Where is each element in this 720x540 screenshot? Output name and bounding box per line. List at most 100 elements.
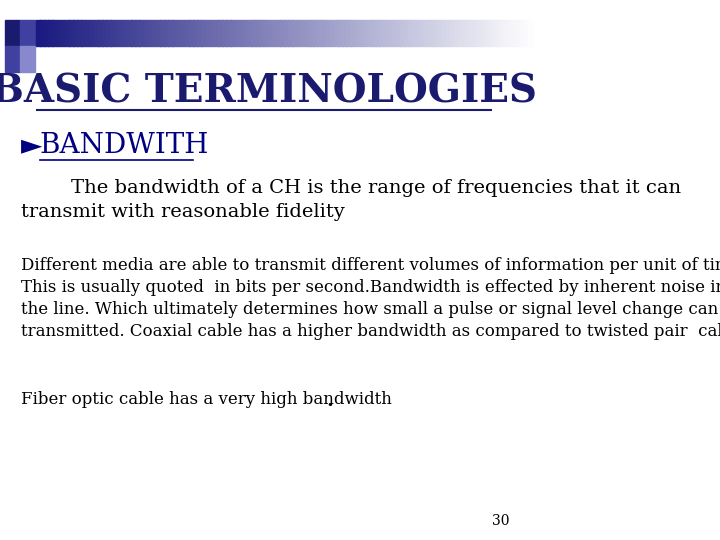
Bar — [181, 20, 186, 46]
Bar — [309, 20, 314, 46]
Bar — [102, 20, 107, 46]
Bar — [107, 20, 111, 46]
Bar — [417, 20, 421, 46]
Bar — [297, 20, 301, 46]
Bar — [90, 20, 94, 46]
Text: The bandwidth of a CH is the range of frequencies that it can
transmit with reas: The bandwidth of a CH is the range of fr… — [21, 179, 681, 221]
Bar — [114, 20, 120, 46]
Text: BANDWITH: BANDWITH — [40, 132, 209, 159]
Text: ►: ► — [21, 132, 42, 159]
Bar — [528, 20, 533, 46]
Bar — [359, 20, 364, 46]
Bar — [251, 20, 256, 46]
Bar — [487, 20, 492, 46]
Bar — [131, 20, 136, 46]
Bar — [470, 20, 475, 46]
Bar — [479, 20, 483, 46]
Bar — [500, 20, 504, 46]
Bar — [143, 20, 148, 46]
Bar — [450, 20, 454, 46]
Bar — [379, 20, 384, 46]
Bar — [230, 20, 235, 46]
Bar — [292, 20, 297, 46]
Bar — [77, 20, 82, 46]
Bar — [321, 20, 326, 46]
Bar — [330, 20, 334, 46]
Bar — [20, 46, 35, 72]
Bar — [508, 20, 513, 46]
Bar — [462, 20, 467, 46]
Bar — [375, 20, 380, 46]
Bar — [264, 20, 268, 46]
Bar — [197, 20, 202, 46]
Bar — [467, 20, 471, 46]
Bar — [160, 20, 165, 46]
Bar — [94, 20, 99, 46]
Bar — [396, 20, 400, 46]
Bar — [276, 20, 281, 46]
Bar — [243, 20, 248, 46]
Bar — [44, 20, 49, 46]
Bar — [110, 20, 115, 46]
Bar — [86, 20, 90, 46]
Bar — [392, 20, 397, 46]
Bar — [346, 20, 351, 46]
Bar — [338, 20, 343, 46]
Text: Fiber optic cable has a very high bandwidth: Fiber optic cable has a very high bandwi… — [21, 392, 392, 408]
Bar — [185, 20, 189, 46]
Bar — [48, 20, 53, 46]
Bar — [280, 20, 284, 46]
Bar — [512, 20, 516, 46]
Bar — [474, 20, 480, 46]
Bar — [313, 20, 318, 46]
Bar — [384, 20, 388, 46]
Bar — [446, 20, 450, 46]
Bar — [363, 20, 367, 46]
Bar — [458, 20, 463, 46]
Bar — [5, 46, 20, 72]
Bar — [524, 20, 528, 46]
Bar — [152, 20, 156, 46]
Bar — [65, 20, 70, 46]
Bar — [351, 20, 355, 46]
Bar — [222, 20, 227, 46]
Bar — [173, 20, 177, 46]
Bar — [259, 20, 264, 46]
Bar — [140, 20, 144, 46]
Bar — [367, 20, 372, 46]
Bar — [520, 20, 525, 46]
Bar — [176, 20, 181, 46]
Bar — [334, 20, 338, 46]
Bar — [53, 20, 57, 46]
Bar — [119, 20, 123, 46]
Bar — [164, 20, 169, 46]
Bar — [20, 20, 35, 46]
Bar — [69, 20, 73, 46]
Bar — [408, 20, 413, 46]
Bar — [148, 20, 153, 46]
Bar — [425, 20, 430, 46]
Bar — [516, 20, 521, 46]
Bar — [491, 20, 496, 46]
Bar — [206, 20, 210, 46]
Bar — [218, 20, 222, 46]
Bar — [40, 20, 45, 46]
Bar — [5, 20, 20, 46]
Bar — [413, 20, 417, 46]
Bar — [495, 20, 500, 46]
Bar — [318, 20, 322, 46]
Bar — [202, 20, 206, 46]
Text: Different media are able to transmit different volumes of information per unit o: Different media are able to transmit dif… — [21, 256, 720, 340]
Bar — [214, 20, 218, 46]
Text: 30: 30 — [492, 514, 510, 528]
Bar — [189, 20, 194, 46]
Bar — [235, 20, 239, 46]
Bar — [354, 20, 359, 46]
Text: Fiber optic cable has a very high bandwidth.: Fiber optic cable has a very high bandwi… — [21, 392, 397, 408]
Bar — [301, 20, 305, 46]
Bar — [441, 20, 446, 46]
Bar — [73, 20, 78, 46]
Bar — [371, 20, 376, 46]
Bar — [238, 20, 243, 46]
Bar — [437, 20, 442, 46]
